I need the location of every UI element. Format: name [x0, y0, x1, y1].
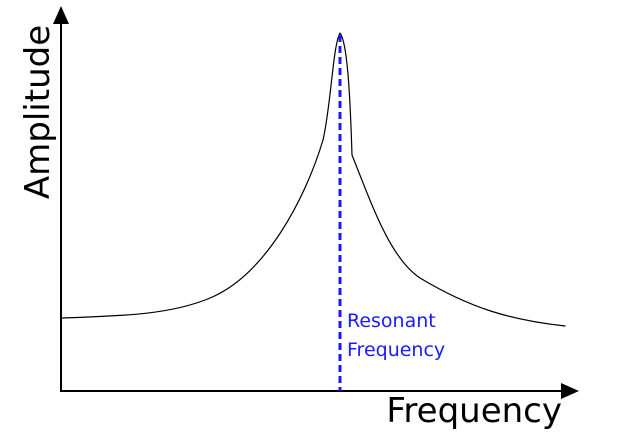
x-axis-arrowhead	[561, 383, 579, 399]
response-curve	[60, 32, 566, 327]
y-axis-title: Amplitude	[18, 25, 58, 199]
x-axis-title: Frequency	[386, 391, 562, 431]
resonant-frequency-label-line2: Frequency	[347, 339, 445, 361]
y-axis-arrowhead	[53, 6, 69, 24]
resonant-frequency-label-line1: Resonant	[347, 310, 436, 332]
